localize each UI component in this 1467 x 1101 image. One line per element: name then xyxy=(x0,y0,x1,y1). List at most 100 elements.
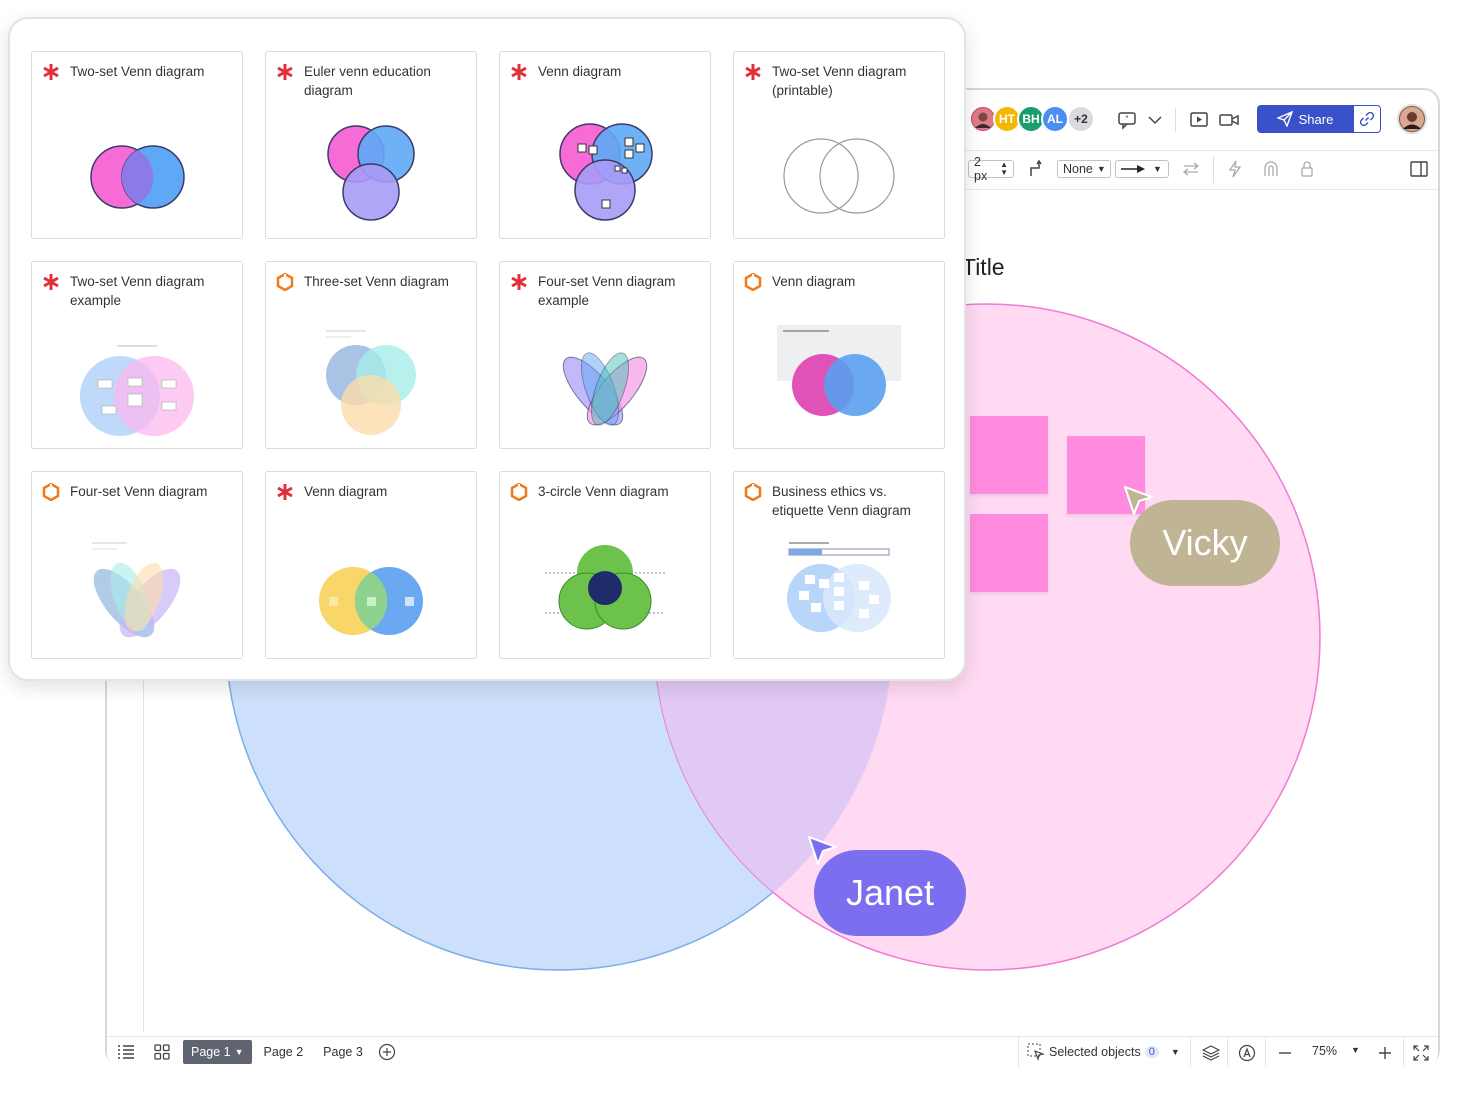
tab-page-2[interactable]: Page 2 xyxy=(263,1045,304,1059)
template-thumbnail xyxy=(266,108,476,238)
profile-avatar[interactable] xyxy=(1397,104,1427,134)
lucid-hex-icon xyxy=(742,482,764,502)
zoom-level[interactable]: 75% xyxy=(1312,1044,1338,1058)
list-view-icon[interactable] xyxy=(107,1037,145,1068)
template-thumbnail xyxy=(500,528,710,658)
divider xyxy=(1190,1037,1191,1067)
divider xyxy=(1403,1037,1404,1067)
line-end-select[interactable]: ▼ xyxy=(1115,160,1169,178)
lucid-hex-icon xyxy=(742,272,764,292)
caret-down-icon: ▼ xyxy=(1153,164,1162,174)
asterisk-icon xyxy=(274,482,296,502)
template-card[interactable]: Four-set Venn diagram example xyxy=(499,261,711,449)
template-thumbnail xyxy=(500,108,710,238)
asterisk-icon xyxy=(40,62,62,82)
template-title: Two-set Venn diagram example xyxy=(70,274,205,308)
asterisk-icon xyxy=(40,272,62,292)
caret-down-icon: ▼ xyxy=(1170,1047,1180,1057)
template-title: Euler venn education diagram xyxy=(304,64,431,98)
template-card[interactable]: Business ethics vs. etiquette Venn diagr… xyxy=(733,471,945,659)
lucid-hex-icon xyxy=(274,272,296,292)
caret-down-icon[interactable]: ▼ xyxy=(1351,1045,1360,1055)
magnet-icon[interactable] xyxy=(1261,159,1281,179)
avatar-more[interactable]: +2 xyxy=(1067,105,1095,133)
line-start-select[interactable]: None ▼ xyxy=(1057,160,1111,178)
fullscreen-icon[interactable] xyxy=(1409,1037,1433,1068)
zoom-out-icon[interactable] xyxy=(1273,1037,1297,1068)
template-title: Business ethics vs. etiquette Venn diagr… xyxy=(772,484,911,518)
top-toolbar: HT BH AL +2 " Share xyxy=(107,90,1438,150)
template-thumbnail xyxy=(32,528,242,658)
avatar-ht[interactable]: HT xyxy=(993,105,1021,133)
share-label: Share xyxy=(1298,111,1334,127)
janet-cursor-label: Janet xyxy=(814,850,966,936)
present-icon[interactable] xyxy=(1187,108,1211,132)
lucid-hex-icon xyxy=(508,482,530,502)
user-photo-icon xyxy=(1400,107,1424,131)
template-thumbnail xyxy=(734,318,944,448)
template-title: 3-circle Venn diagram xyxy=(538,484,669,499)
selected-objects[interactable]: Selected objects 0 ▼ xyxy=(1027,1043,1180,1061)
sticky-note[interactable] xyxy=(970,514,1048,592)
canvas-title[interactable]: Title xyxy=(962,254,1005,280)
template-card[interactable]: Two-set Venn diagram (printable) xyxy=(733,51,945,239)
lock-icon[interactable] xyxy=(1297,159,1317,179)
template-thumbnail xyxy=(32,108,242,238)
template-card[interactable]: Two-set Venn diagram xyxy=(31,51,243,239)
grid-view-icon[interactable] xyxy=(145,1037,179,1068)
template-card[interactable]: Venn diagram xyxy=(265,471,477,659)
link-icon xyxy=(1359,111,1375,127)
layers-icon[interactable] xyxy=(1197,1037,1225,1068)
lightning-icon[interactable] xyxy=(1225,159,1245,179)
avatar[interactable] xyxy=(969,105,997,133)
template-title: Venn diagram xyxy=(538,64,622,79)
template-card[interactable]: Venn diagram xyxy=(733,261,945,449)
asterisk-icon xyxy=(274,62,296,82)
template-title: Venn diagram xyxy=(304,484,388,499)
vicky-cursor-label: Vicky xyxy=(1130,500,1280,586)
video-icon[interactable] xyxy=(1217,108,1241,132)
template-panel: Two-set Venn diagram Euler venn educatio… xyxy=(8,17,966,681)
svg-text:": " xyxy=(1125,115,1129,124)
copy-link-button[interactable] xyxy=(1353,105,1381,133)
zoom-in-icon[interactable] xyxy=(1373,1037,1397,1068)
swap-icon[interactable] xyxy=(1181,159,1201,179)
janet-cursor-icon xyxy=(808,836,837,865)
add-page-icon[interactable] xyxy=(373,1037,401,1068)
template-title: Four-set Venn diagram example xyxy=(538,274,676,308)
template-title: Two-set Venn diagram (printable) xyxy=(772,64,907,98)
template-card[interactable]: Euler venn education diagram xyxy=(265,51,477,239)
template-title: Three-set Venn diagram xyxy=(304,274,449,289)
template-card[interactable]: Three-set Venn diagram xyxy=(265,261,477,449)
divider xyxy=(1018,1037,1019,1067)
caret-down-icon: ▼ xyxy=(1096,164,1106,174)
selected-count-badge: 0 xyxy=(1144,1046,1159,1058)
user-photo-icon xyxy=(972,108,994,130)
divider xyxy=(1265,1037,1266,1067)
template-card[interactable]: Four-set Venn diagram xyxy=(31,471,243,659)
chevron-down-icon[interactable] xyxy=(1143,108,1167,132)
template-card[interactable]: Two-set Venn diagram example xyxy=(31,261,243,449)
select-cursor-icon xyxy=(1027,1043,1045,1061)
template-card[interactable]: 3-circle Venn diagram xyxy=(499,471,711,659)
tab-page-1[interactable]: Page 1 ▼ xyxy=(183,1040,252,1064)
share-button[interactable]: Share xyxy=(1257,105,1353,133)
selected-objects-label: Selected objects xyxy=(1049,1045,1141,1059)
asterisk-icon xyxy=(508,272,530,292)
arrow-end-icon xyxy=(1121,165,1145,173)
panel-toggle-icon[interactable] xyxy=(1409,159,1429,179)
template-thumbnail xyxy=(266,528,476,658)
connector-icon[interactable] xyxy=(1027,159,1047,179)
tab-page-3[interactable]: Page 3 xyxy=(323,1045,363,1059)
comment-icon[interactable]: " xyxy=(1115,108,1139,132)
template-thumbnail xyxy=(734,108,944,238)
asterisk-icon xyxy=(742,62,764,82)
avatar-al[interactable]: AL xyxy=(1041,105,1069,133)
navigate-icon[interactable] xyxy=(1233,1037,1261,1068)
sticky-note[interactable] xyxy=(970,416,1048,494)
divider xyxy=(1175,108,1176,132)
template-thumbnail xyxy=(32,318,242,448)
template-card[interactable]: Venn diagram xyxy=(499,51,711,239)
line-width-select[interactable]: 2 px ▲ ▼ xyxy=(968,155,1014,183)
stepper-icon: ▲ ▼ xyxy=(1000,160,1008,177)
